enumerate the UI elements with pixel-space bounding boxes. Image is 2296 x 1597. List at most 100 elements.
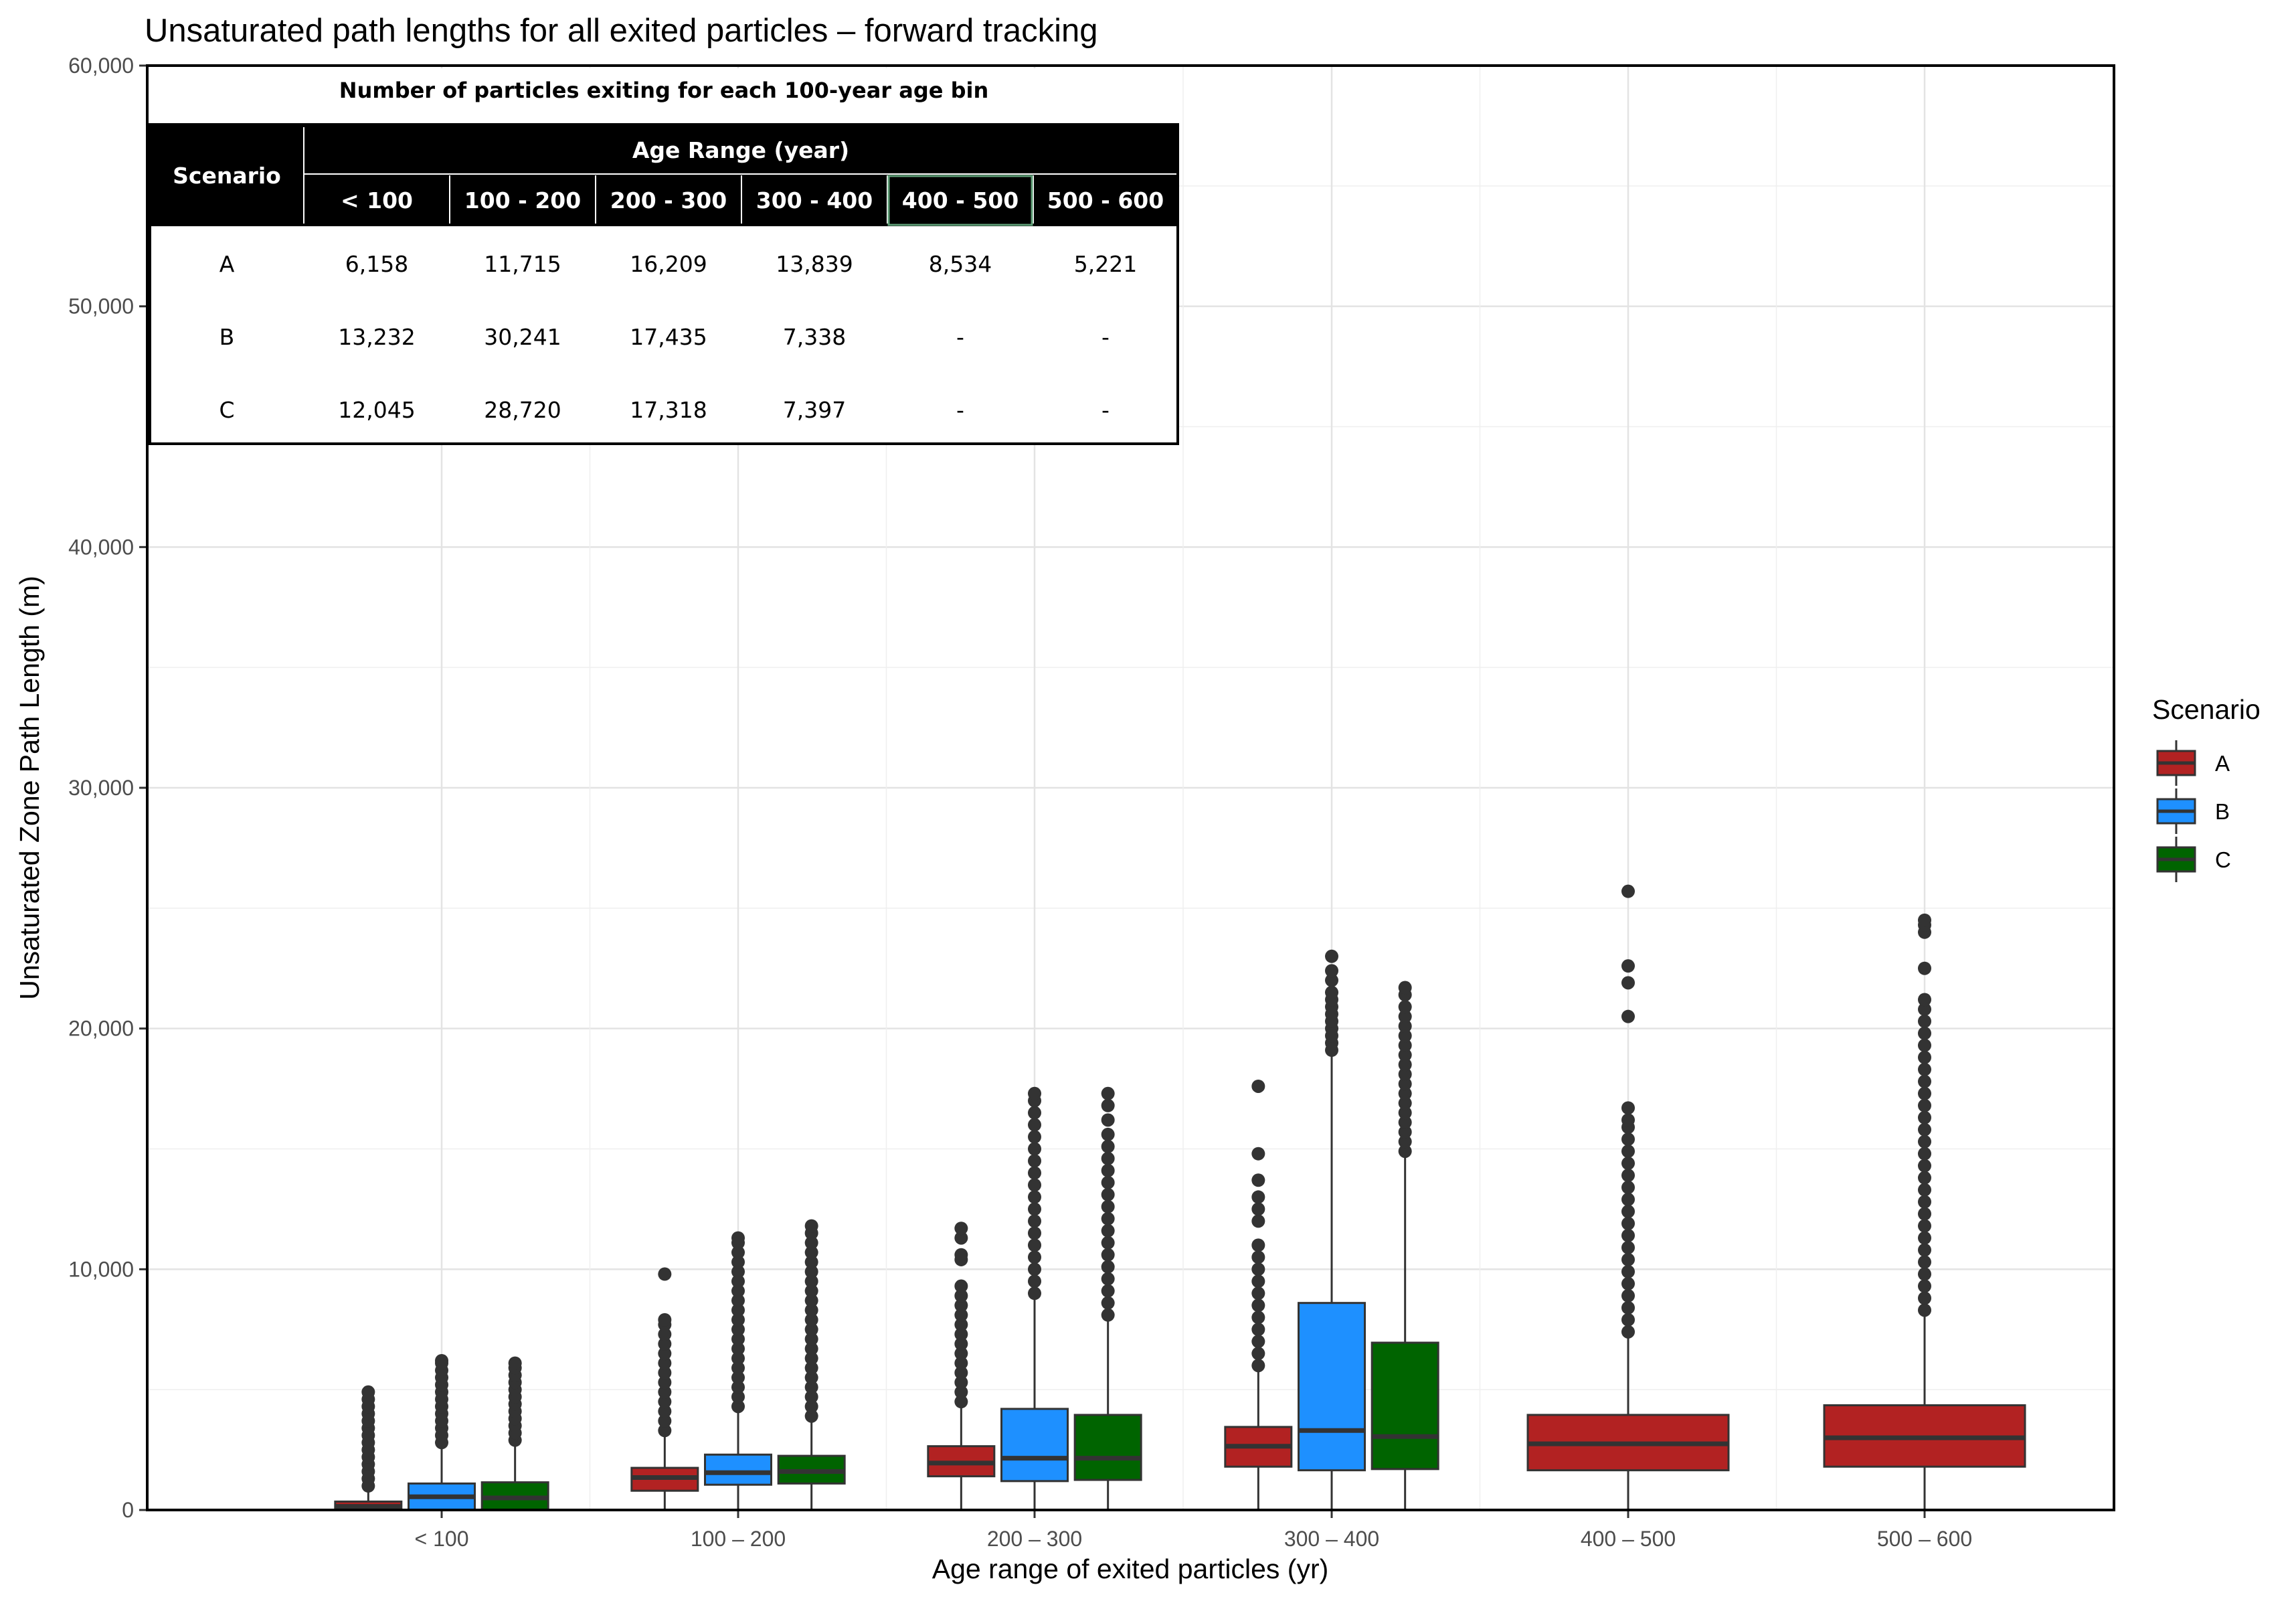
table-cell: 11,715 xyxy=(484,251,561,277)
table-header-scenario: Scenario xyxy=(173,163,281,189)
outlier-point xyxy=(658,1414,672,1428)
outlier-point xyxy=(954,1356,968,1370)
outlier-point xyxy=(1398,1145,1412,1159)
outlier-point xyxy=(1621,1240,1635,1254)
outlier-point xyxy=(1918,1062,1931,1076)
table-column-header: < 100 xyxy=(341,187,413,214)
outlier-point xyxy=(1251,1323,1265,1337)
table-cell: - xyxy=(1101,397,1110,423)
box-B-100-200 xyxy=(704,1231,772,1510)
outlier-point xyxy=(1251,1311,1265,1325)
outlier-point xyxy=(1918,1303,1931,1317)
outlier-point xyxy=(1398,1058,1412,1072)
outlier-point xyxy=(731,1255,745,1269)
outlier-point xyxy=(1621,1325,1635,1339)
outlier-point xyxy=(1028,1262,1041,1276)
outlier-point xyxy=(954,1248,968,1262)
outlier-point xyxy=(1101,1224,1115,1238)
table-cell: 28,720 xyxy=(484,397,561,423)
outlier-point xyxy=(804,1294,818,1308)
box-C-100-200 xyxy=(777,1219,846,1510)
outlier-point xyxy=(1251,1079,1265,1093)
outlier-point xyxy=(1621,1132,1635,1147)
outlier-point xyxy=(1251,1335,1265,1349)
outlier-point xyxy=(1621,1313,1635,1327)
outlier-point xyxy=(1918,1014,1931,1028)
box-series xyxy=(334,884,2026,1511)
box-A--100 xyxy=(334,1385,403,1511)
outlier-point xyxy=(731,1400,745,1414)
box-B--100 xyxy=(408,1354,476,1511)
outlier-point xyxy=(1398,1077,1412,1091)
table-cell: 8,534 xyxy=(929,251,992,277)
outlier-point xyxy=(1918,1026,1931,1040)
outlier-point xyxy=(1101,1296,1115,1310)
outlier-point xyxy=(1621,1181,1635,1195)
outlier-point xyxy=(804,1284,818,1298)
outlier-point xyxy=(1251,1147,1265,1161)
outlier-point xyxy=(731,1313,745,1327)
outlier-point xyxy=(804,1409,818,1423)
outlier-point xyxy=(1398,1029,1412,1043)
box-B-200-300 xyxy=(1000,1086,1069,1510)
outlier-point xyxy=(1918,1002,1931,1016)
outlier-point xyxy=(658,1365,672,1379)
outlier-point xyxy=(1101,1308,1115,1322)
table-row-scenario: B xyxy=(219,324,235,350)
outlier-point xyxy=(1101,1260,1115,1274)
outlier-point xyxy=(1621,1157,1635,1171)
outlier-point xyxy=(731,1361,745,1375)
box-C-200-300 xyxy=(1073,1086,1142,1510)
outlier-point xyxy=(1101,1151,1115,1165)
table-cell: - xyxy=(1101,324,1110,350)
outlier-point xyxy=(658,1356,672,1370)
table-cell: 16,209 xyxy=(630,251,707,277)
x-tick-label: 500 – 600 xyxy=(1877,1527,1972,1551)
outlier-point xyxy=(1101,1199,1115,1213)
table-row-scenario: C xyxy=(219,397,234,423)
outlier-point xyxy=(804,1323,818,1337)
y-tick-label: 40,000 xyxy=(68,535,134,559)
outlier-point xyxy=(1251,1286,1265,1300)
outlier-point xyxy=(1918,1050,1931,1064)
outlier-point xyxy=(1918,1279,1931,1293)
outlier-point xyxy=(658,1395,672,1409)
outlier-point xyxy=(1621,1288,1635,1302)
table-cell: 13,232 xyxy=(338,324,415,350)
x-tick-label: 400 – 500 xyxy=(1581,1527,1676,1551)
outlier-point xyxy=(1028,1226,1041,1240)
outlier-point xyxy=(731,1274,745,1288)
outlier-point xyxy=(1325,973,1338,987)
y-tick-label: 20,000 xyxy=(68,1017,134,1041)
table-column-header: 300 - 400 xyxy=(756,187,873,214)
table-cell: 30,241 xyxy=(484,324,561,350)
outlier-point xyxy=(1398,1106,1412,1120)
table-cell: 7,338 xyxy=(783,324,846,350)
outlier-point xyxy=(1621,1009,1635,1023)
outlier-point xyxy=(1251,1173,1265,1187)
outlier-point xyxy=(1918,1159,1931,1173)
outlier-point xyxy=(1101,1187,1115,1201)
chart-title: Unsaturated path lengths for all exited … xyxy=(145,13,1097,49)
outlier-point xyxy=(1251,1202,1265,1216)
outlier-point xyxy=(1028,1274,1041,1288)
outlier-point xyxy=(1918,993,1931,1007)
table-cell: 13,839 xyxy=(776,251,853,277)
plot-border xyxy=(146,64,2115,1511)
outlier-point xyxy=(1398,1000,1412,1014)
outlier-point xyxy=(1918,1038,1931,1052)
outlier-point xyxy=(1101,1284,1115,1298)
outlier-point xyxy=(1101,1236,1115,1250)
outlier-point xyxy=(1028,1190,1041,1204)
outlier-point xyxy=(1398,1019,1412,1033)
outlier-point xyxy=(1028,1118,1041,1132)
x-tick-label: 300 – 400 xyxy=(1284,1527,1379,1551)
legend-item-A: A xyxy=(2156,740,2230,786)
legend-label: C xyxy=(2215,847,2231,872)
outlier-point xyxy=(1918,1243,1931,1257)
outlier-point xyxy=(1251,1298,1265,1313)
outlier-point xyxy=(804,1303,818,1317)
outlier-point xyxy=(954,1279,968,1293)
outlier-point xyxy=(1621,1276,1635,1290)
outlier-point xyxy=(1398,1096,1412,1110)
